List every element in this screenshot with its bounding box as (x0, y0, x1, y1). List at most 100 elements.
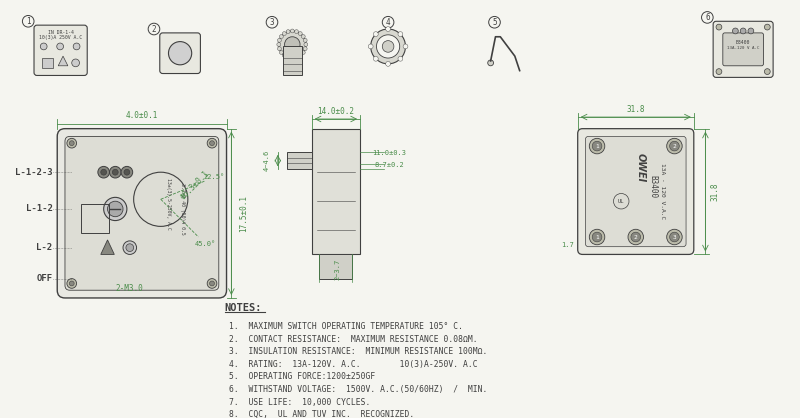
Circle shape (370, 29, 406, 64)
Text: NOTES:: NOTES: (225, 303, 262, 313)
Text: 4: 4 (386, 18, 390, 27)
Bar (42, 58, 54, 68)
Text: UL: UL (618, 199, 625, 204)
Circle shape (104, 197, 127, 221)
Circle shape (765, 69, 770, 74)
Circle shape (666, 229, 682, 245)
Text: 4.0±0.1: 4.0±0.1 (126, 111, 158, 120)
FancyBboxPatch shape (723, 33, 763, 66)
FancyBboxPatch shape (65, 136, 218, 290)
Circle shape (169, 42, 192, 65)
Circle shape (670, 141, 679, 151)
Circle shape (592, 232, 602, 242)
Text: 4.  RATING:  13A-120V. A.C.        10(3)A-250V. A.C: 4. RATING: 13A-120V. A.C. 10(3)A-250V. A… (230, 360, 478, 369)
Circle shape (98, 166, 110, 178)
Circle shape (290, 56, 294, 60)
Text: 2: 2 (152, 25, 156, 33)
Circle shape (386, 27, 390, 31)
Text: 4~4.6: 4~4.6 (263, 150, 269, 171)
Circle shape (488, 60, 494, 66)
Text: 5: 5 (492, 18, 497, 27)
Text: Φ6.3±0.1: Φ6.3±0.1 (178, 168, 211, 201)
Polygon shape (58, 56, 68, 66)
Text: 2-M3.0: 2-M3.0 (116, 284, 144, 293)
Text: L-1-2: L-1-2 (26, 204, 52, 214)
Circle shape (210, 281, 214, 286)
Circle shape (112, 169, 118, 175)
Circle shape (386, 61, 390, 66)
Text: B3400: B3400 (649, 175, 658, 198)
Text: B3400: B3400 (736, 40, 750, 45)
FancyBboxPatch shape (58, 129, 226, 298)
Circle shape (210, 141, 214, 145)
Bar (287, 152, 312, 169)
Circle shape (67, 138, 77, 148)
Circle shape (716, 24, 722, 30)
Circle shape (73, 43, 80, 50)
Circle shape (70, 141, 74, 145)
Text: OFF: OFF (36, 274, 52, 283)
Text: 1.7: 1.7 (562, 242, 574, 248)
Circle shape (126, 244, 134, 252)
FancyBboxPatch shape (160, 33, 201, 74)
Text: 1: 1 (595, 234, 599, 240)
Circle shape (368, 44, 373, 49)
FancyBboxPatch shape (578, 129, 694, 255)
Circle shape (398, 56, 403, 61)
Circle shape (733, 28, 738, 34)
Circle shape (123, 241, 137, 255)
Circle shape (377, 35, 400, 58)
Circle shape (740, 28, 746, 34)
Circle shape (590, 138, 605, 154)
Circle shape (290, 29, 294, 33)
Text: OWEI: OWEI (635, 153, 646, 182)
FancyBboxPatch shape (713, 21, 773, 77)
Text: 1: 1 (595, 143, 599, 148)
Text: 13A-120 V A.C: 13A-120 V A.C (727, 46, 759, 51)
Text: 7.  USE LIFE:  10,000 CYCLES.: 7. USE LIFE: 10,000 CYCLES. (230, 398, 371, 407)
Circle shape (374, 32, 378, 36)
Circle shape (72, 59, 79, 67)
Circle shape (631, 232, 641, 242)
Text: 13±(3).5-250V, A.C: 13±(3).5-250V, A.C (166, 178, 171, 230)
Circle shape (282, 54, 286, 57)
Circle shape (40, 43, 47, 50)
Circle shape (207, 138, 217, 148)
Text: 1: 1 (26, 17, 30, 26)
Circle shape (590, 229, 605, 245)
Text: 31.8: 31.8 (626, 105, 645, 114)
Text: 2: 2 (634, 234, 638, 240)
Text: 45.0°: 45.0° (194, 241, 216, 247)
Text: IN DR-1-4: IN DR-1-4 (48, 31, 74, 36)
Circle shape (277, 43, 281, 46)
Text: 31.8: 31.8 (710, 182, 719, 201)
Circle shape (278, 38, 282, 42)
Text: 6: 6 (705, 13, 710, 22)
Circle shape (303, 47, 307, 51)
Bar (82, 204, 109, 233)
Circle shape (765, 24, 770, 30)
Circle shape (670, 232, 679, 242)
Text: 8.7±0.2: 8.7±0.2 (374, 163, 404, 168)
Circle shape (628, 229, 643, 245)
Bar (282, 46, 302, 76)
Circle shape (298, 32, 302, 36)
Text: 2.  CONTACT RESISTANCE:  MAXIMUM RESISTANCE 0.08ΩM.: 2. CONTACT RESISTANCE: MAXIMUM RESISTANC… (230, 335, 478, 344)
Circle shape (70, 281, 74, 286)
Text: 8.  CQC,  UL AND TUV INC.  RECOGNIZED.: 8. CQC, UL AND TUV INC. RECOGNIZED. (230, 410, 414, 418)
Circle shape (101, 169, 106, 175)
Circle shape (302, 35, 306, 38)
Text: 22.5°: 22.5° (204, 174, 225, 180)
Circle shape (278, 31, 306, 58)
Text: 10(3)A 250V A.C: 10(3)A 250V A.C (39, 35, 82, 40)
Circle shape (207, 279, 217, 288)
Text: 3.  INSULATION RESISTANCE:  MINIMUM RESISTANCE 100MΩ.: 3. INSULATION RESISTANCE: MINIMUM RESIST… (230, 347, 488, 356)
Text: L-2: L-2 (36, 243, 52, 252)
Circle shape (398, 32, 403, 36)
FancyBboxPatch shape (586, 136, 686, 247)
Circle shape (302, 51, 306, 54)
Circle shape (286, 30, 290, 33)
Circle shape (294, 56, 298, 59)
Text: 17.5±0.1: 17.5±0.1 (239, 195, 249, 232)
Text: 3.7×2 40 (50)4 0.5: 3.7×2 40 (50)4 0.5 (181, 183, 186, 235)
